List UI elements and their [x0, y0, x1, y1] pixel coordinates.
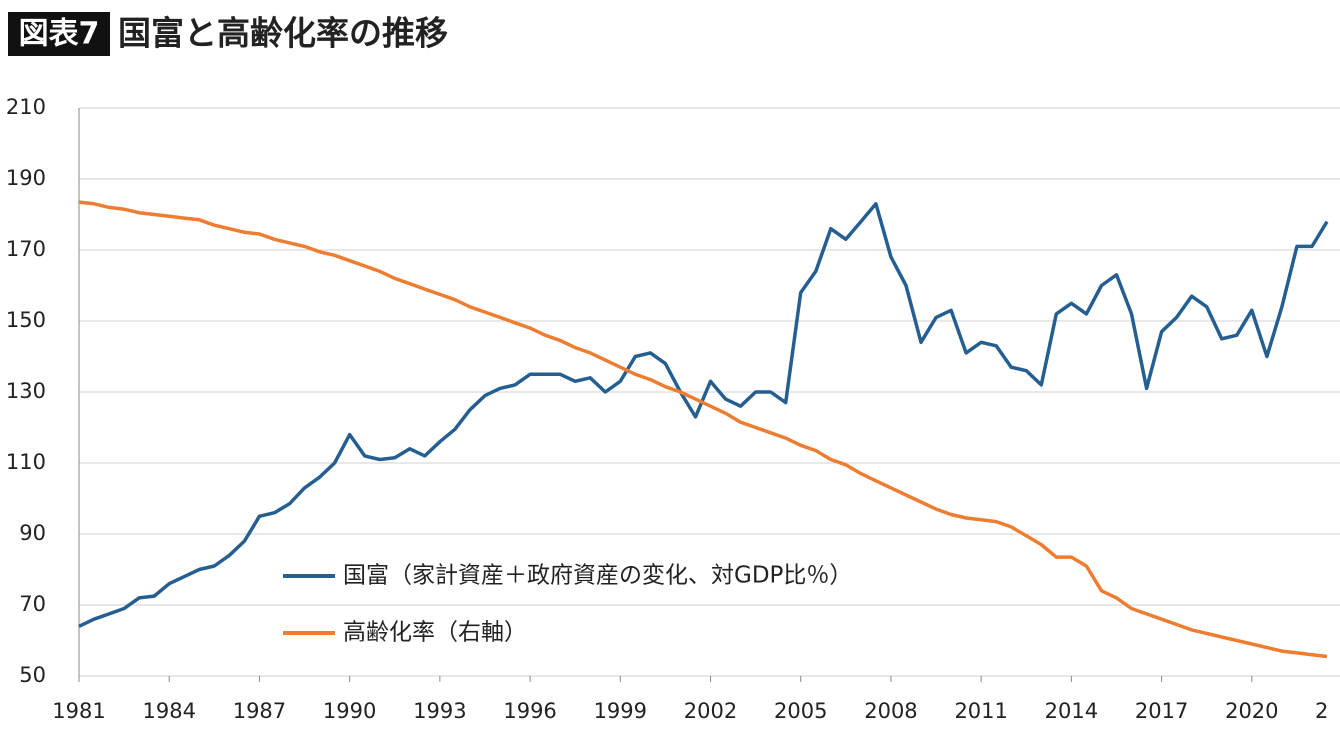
series-line [78, 200, 1328, 659]
series-line [78, 202, 1329, 628]
x-tick-label: 2005 [774, 699, 827, 723]
x-tick-label: 1987 [233, 699, 286, 723]
y-tick-label: 150 [6, 308, 46, 332]
x-tick-label: 1999 [594, 699, 647, 723]
x-tick-label: 1993 [413, 699, 466, 723]
y-tick-label: 170 [6, 237, 46, 261]
legend-label: 高齢化率（右軸） [343, 620, 527, 646]
figure-label: 図表7 [19, 17, 100, 52]
x-tick-label: 2008 [864, 699, 917, 723]
y-tick-label: 90 [19, 521, 46, 545]
x-tick-label: 1996 [503, 699, 556, 723]
x-tick-label: 2011 [954, 699, 1007, 723]
legend-label: 国富（家計資産＋政府資産の変化、対GDP比％） [343, 563, 852, 589]
y-tick-label: 70 [19, 592, 46, 616]
chart-title: 国富と高齢化率の推移 [118, 14, 448, 53]
y-tick-label: 130 [6, 379, 46, 403]
x-tick-label: 2017 [1135, 699, 1188, 723]
y-tick-label: 190 [6, 166, 46, 190]
x-tick-label: 2 [1315, 699, 1328, 723]
x-tick-label: 2020 [1225, 699, 1278, 723]
y-tick-label: 110 [6, 450, 46, 474]
y-tick-label: 50 [19, 663, 46, 687]
x-tick-label: 1981 [52, 699, 105, 723]
y-tick-label: 210 [6, 95, 46, 119]
figure-label-box [8, 12, 110, 56]
x-tick-label: 2014 [1045, 699, 1098, 723]
x-tick-label: 1984 [142, 699, 195, 723]
x-tick-label: 2002 [684, 699, 737, 723]
x-tick-label: 1990 [323, 699, 376, 723]
